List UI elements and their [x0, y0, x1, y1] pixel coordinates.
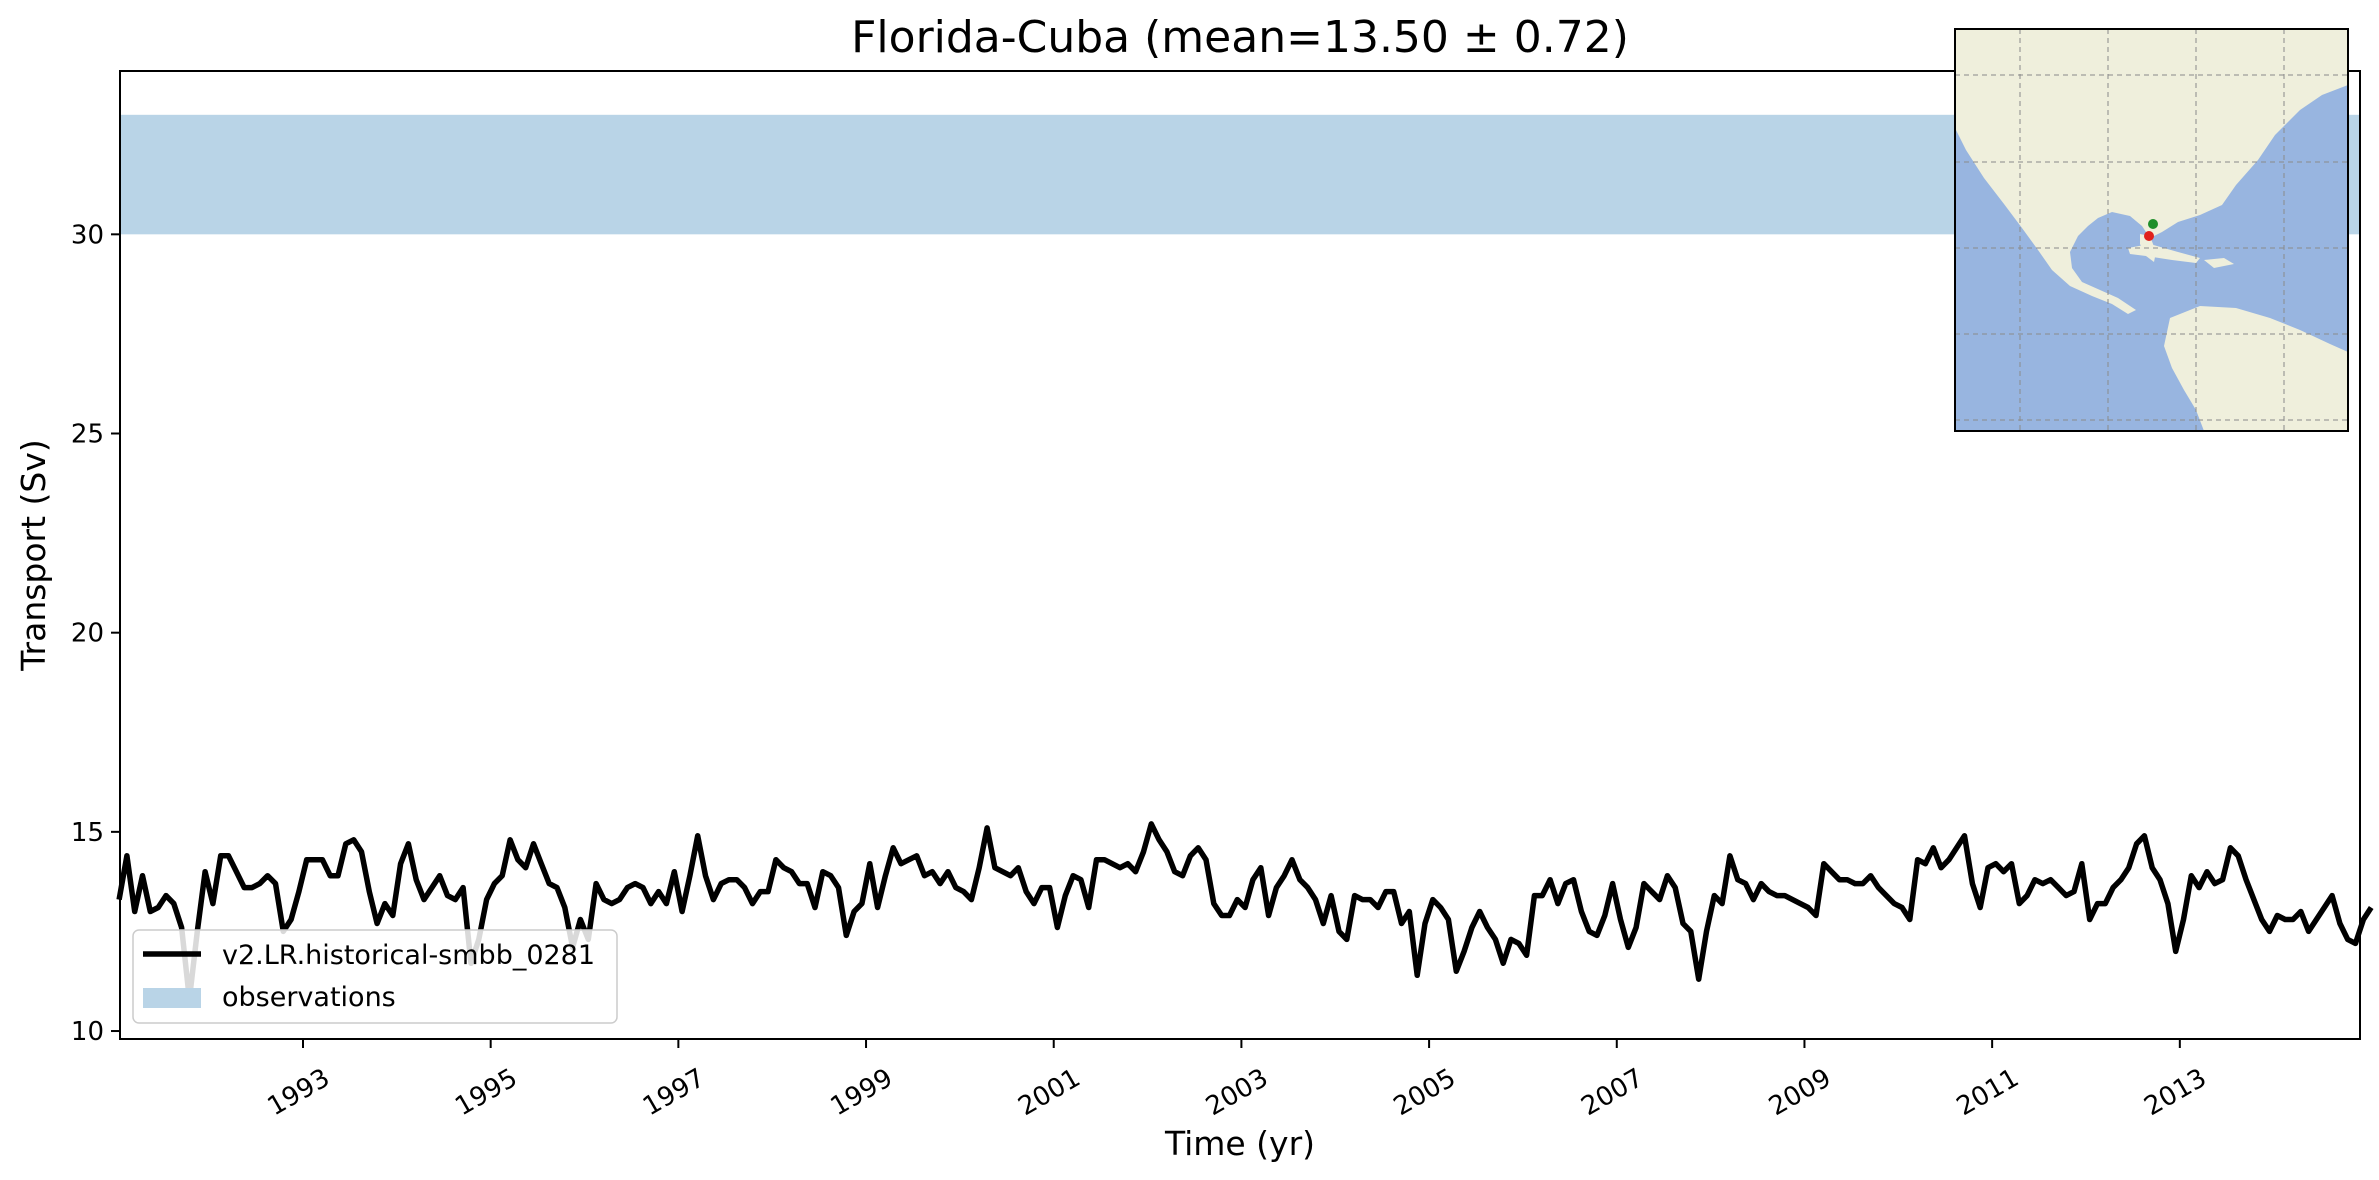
y-tick-label: 25: [71, 420, 104, 450]
map-land-south-america: [2164, 306, 2348, 431]
inset-map: [1954, 28, 2349, 432]
map-gridlines: [1955, 29, 2348, 431]
legend-box: [132, 929, 618, 1024]
x-axis-label: Time (yr): [1164, 1124, 1315, 1163]
inset-map-frame: [1954, 28, 2349, 432]
legend-entry-series: v2.LR.historical-smbb_0281: [222, 940, 595, 971]
y-tick-label: 30: [71, 220, 104, 250]
legend-band-swatch: [143, 988, 201, 1008]
map-marker-green: [2148, 219, 2158, 229]
chart-title: Florida-Cuba (mean=13.50 ± 0.72): [851, 12, 1629, 63]
y-axis: 10 15 20 25 30: [71, 220, 120, 1047]
y-tick-label: 20: [71, 619, 104, 649]
map-marker-red: [2144, 231, 2154, 241]
legend-entry-observations: observations: [222, 982, 396, 1013]
map-land-cuba: [2128, 244, 2200, 263]
map-land-hispaniola: [2204, 258, 2234, 268]
axes-frame: [119, 70, 2361, 1040]
series-line-v2-lr-historical-smbb-0281: [116, 821, 2374, 1002]
y-tick-label: 15: [71, 818, 104, 848]
map-land-north-america: [1955, 29, 2348, 314]
y-tick-label: 10: [71, 1017, 104, 1047]
y-axis-label: Transport (Sv): [14, 439, 53, 672]
legend: v2.LR.historical-smbb_0281 observations: [132, 929, 618, 1024]
map-land-greenland: [2250, 29, 2348, 62]
